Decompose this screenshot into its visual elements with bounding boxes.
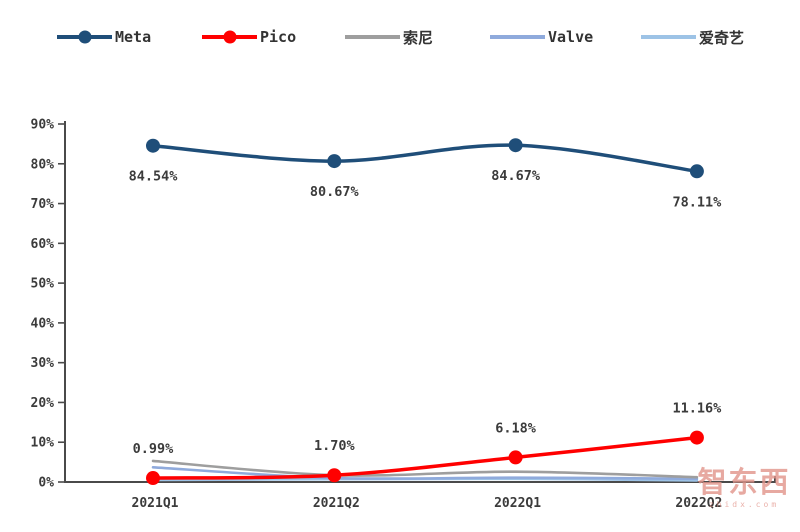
- legend-item-pico: Pico: [202, 28, 297, 46]
- series-line: [151, 143, 699, 174]
- y-tick-label: 10%: [31, 436, 55, 451]
- data-point-marker: [327, 468, 342, 483]
- legend-label: Meta: [115, 28, 152, 46]
- line-swatch-icon: [490, 29, 545, 45]
- data-label: 6.18%: [495, 420, 537, 436]
- legend-label: 索尼: [403, 28, 434, 47]
- data-point-marker: [146, 138, 160, 153]
- data-point-marker: [508, 450, 523, 465]
- y-tick-label: 50%: [31, 277, 55, 292]
- data-label: 84.54%: [129, 169, 179, 185]
- chart-legend: Meta Pico 索尼 Valve 爱奇艺: [0, 0, 800, 70]
- legend-label: Pico: [260, 28, 297, 46]
- legend-item-sony: 索尼: [345, 28, 434, 47]
- y-tick-label: 70%: [31, 197, 55, 212]
- y-tick-label: 80%: [31, 157, 55, 172]
- legend-item-valve: Valve: [490, 28, 594, 46]
- data-label: 0.99%: [133, 441, 175, 457]
- y-tick-label: 60%: [31, 237, 55, 252]
- series-line: [151, 465, 699, 481]
- y-tick-label: 90%: [31, 118, 55, 133]
- legend-item-iqiyi: 爱奇艺: [641, 28, 745, 47]
- x-tick-label: 2021Q2: [313, 496, 360, 511]
- line-swatch-icon: [641, 29, 696, 45]
- data-label: 1.70%: [314, 438, 356, 454]
- data-label: 80.67%: [310, 184, 360, 200]
- data-point-marker: [508, 138, 523, 153]
- series-line: [151, 435, 699, 480]
- line-with-dot-swatch-icon: [57, 29, 112, 45]
- data-point-marker: [689, 164, 704, 179]
- data-label: 11.16%: [673, 401, 723, 417]
- legend-label: 爱奇艺: [699, 28, 745, 47]
- data-point-marker: [327, 154, 342, 169]
- y-tick-label: 40%: [31, 316, 55, 331]
- legend-label: Valve: [548, 28, 594, 46]
- data-point-marker: [146, 471, 160, 486]
- line-with-dot-swatch-icon: [202, 29, 257, 45]
- data-point-marker: [689, 430, 704, 445]
- legend-item-meta: Meta: [57, 28, 152, 46]
- y-tick-label: 0%: [38, 476, 54, 491]
- x-tick-label: 2021Q1: [132, 496, 179, 511]
- y-tick-label: 20%: [31, 396, 55, 411]
- line-swatch-icon: [345, 29, 400, 45]
- data-label: 78.11%: [673, 194, 723, 210]
- axis-lines: [64, 121, 776, 483]
- y-tick-label: 30%: [31, 356, 55, 371]
- x-tick-label: 2022Q1: [494, 496, 541, 511]
- series-line: [151, 459, 699, 479]
- data-label: 84.67%: [491, 168, 541, 184]
- x-tick-label: 2022Q2: [675, 496, 722, 511]
